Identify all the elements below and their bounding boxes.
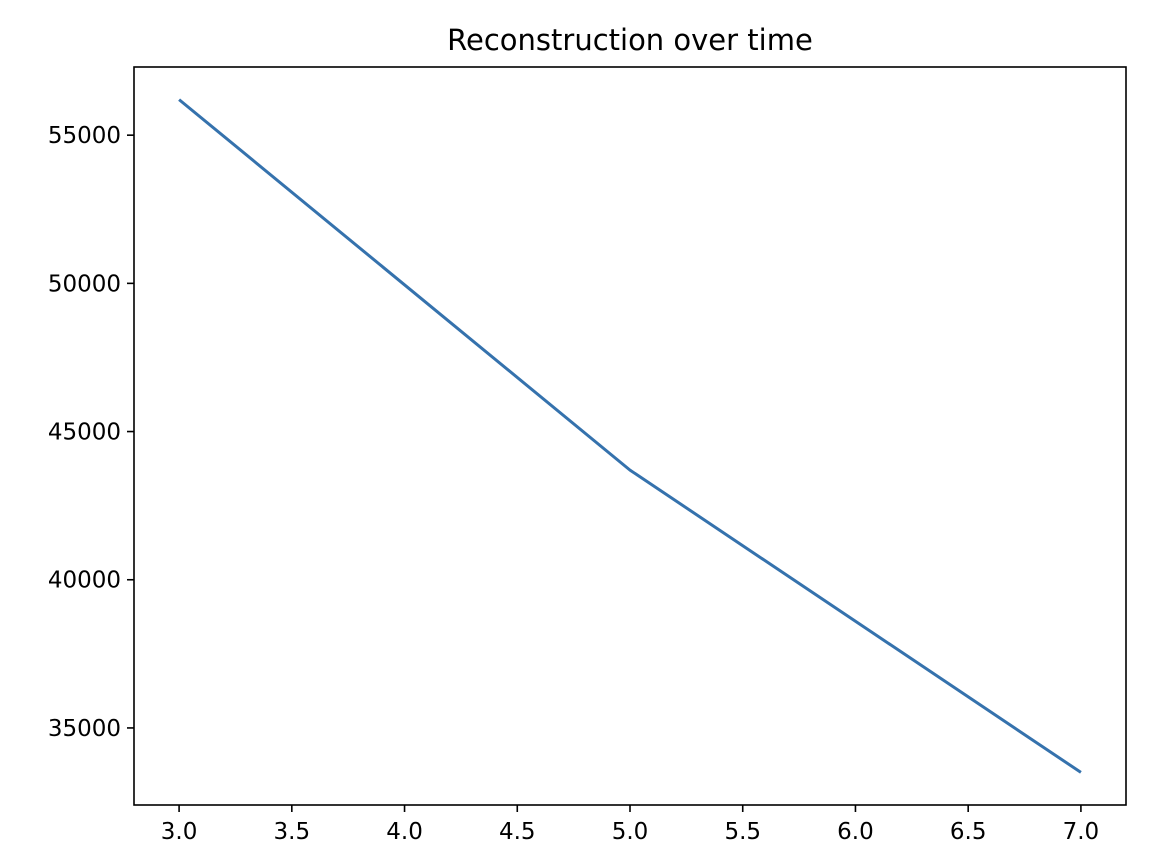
x-tick-label: 4.5 xyxy=(499,819,536,845)
x-tick-label: 6.5 xyxy=(950,819,987,845)
y-tick-label: 40000 xyxy=(48,568,121,594)
x-tick-label: 5.5 xyxy=(724,819,761,845)
x-axis: 3.0 3.5 4.0 4.5 5.0 5.5 6.0 6.5 7.0 xyxy=(161,805,1099,845)
x-tick-label: 3.0 xyxy=(161,819,198,845)
y-tick-label: 35000 xyxy=(48,716,121,742)
chart-title: Reconstruction over time xyxy=(447,23,813,57)
y-tick-label: 45000 xyxy=(48,420,121,446)
x-tick-label: 3.5 xyxy=(274,819,311,845)
x-tick-label: 6.0 xyxy=(837,819,874,845)
axes-frame xyxy=(133,66,1127,806)
x-tick-label: 7.0 xyxy=(1063,819,1100,845)
y-tick-label: 55000 xyxy=(48,123,121,149)
x-tick-label: 5.0 xyxy=(612,819,649,845)
plot-area xyxy=(178,98,1082,774)
y-axis: 35000 40000 45000 50000 55000 xyxy=(48,123,134,742)
x-tick-label: 4.0 xyxy=(386,819,423,845)
y-tick-label: 50000 xyxy=(48,271,121,297)
series-line-1 xyxy=(178,98,1082,774)
